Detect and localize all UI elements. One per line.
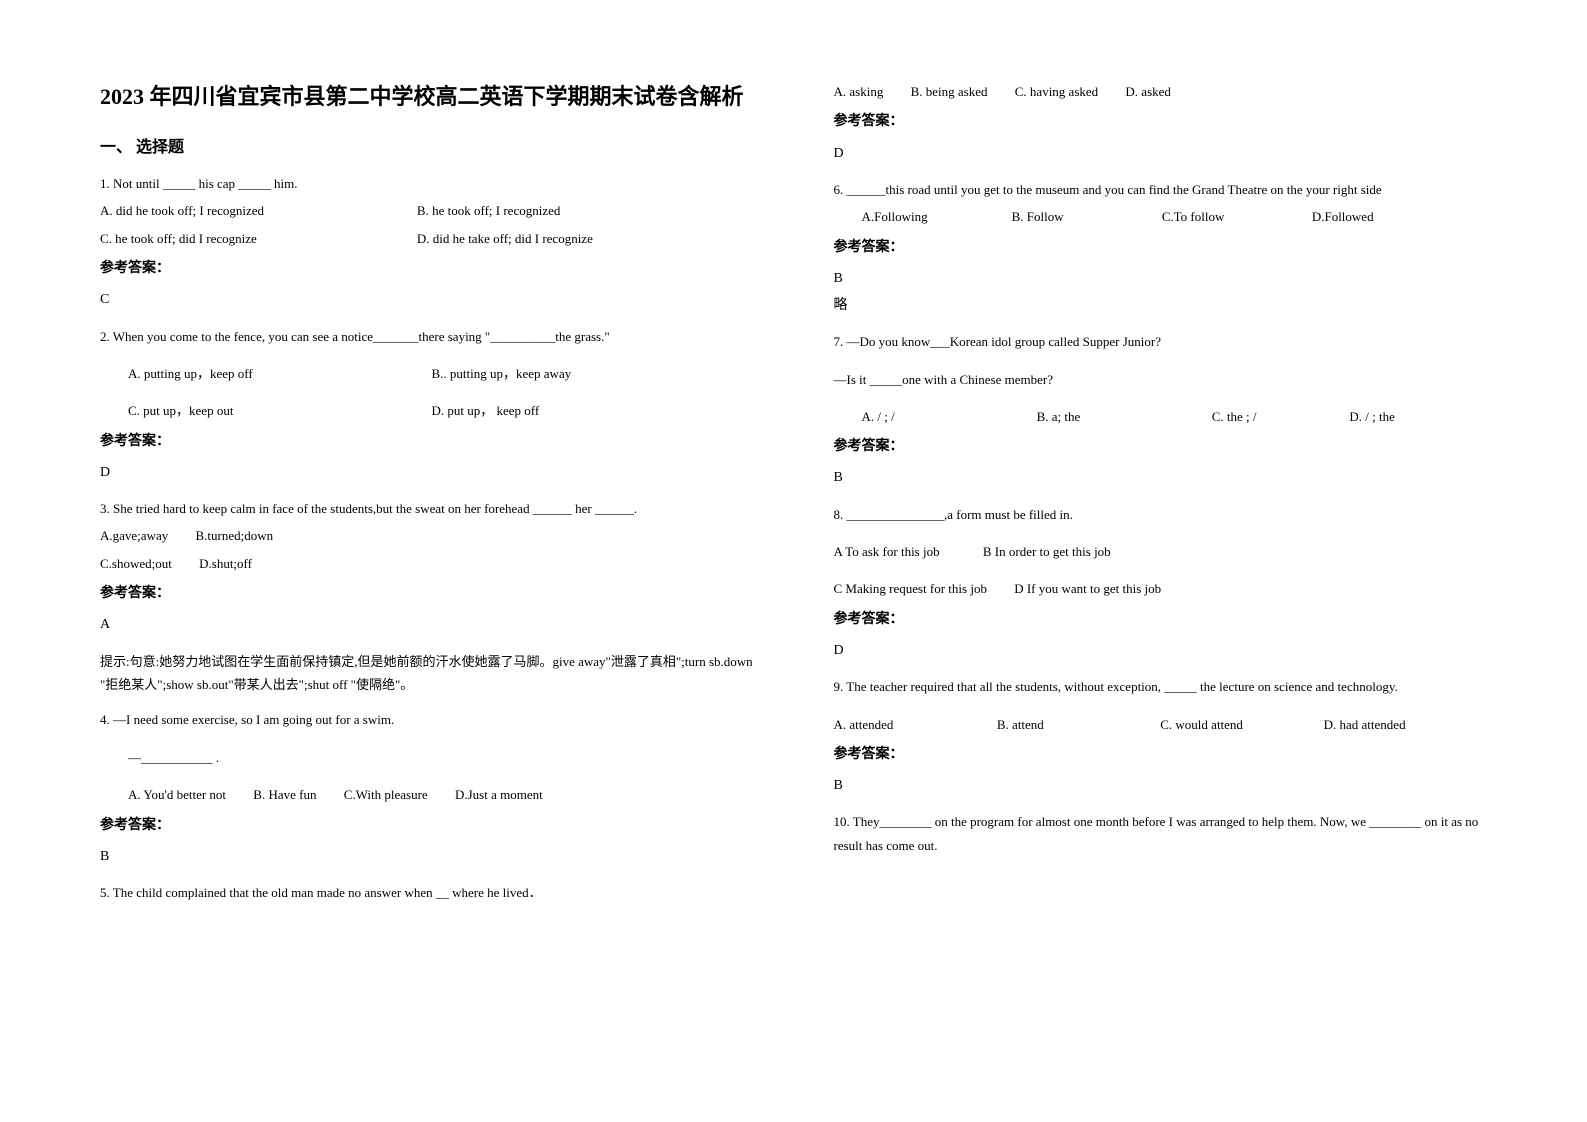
q8-optA: A To ask for this job: [834, 544, 940, 559]
q6-extra: 略: [834, 293, 1488, 318]
q9-text: 9. The teacher required that all the stu…: [834, 675, 1488, 698]
q8-answer-label: 参考答案：: [834, 607, 1488, 632]
q3-optA: A.gave;away: [100, 528, 168, 543]
q7-optD: D. / ; the: [1349, 405, 1474, 428]
question-2: 2. When you come to the fence, you can s…: [100, 325, 754, 486]
question-5-options: A. asking B. being asked C. having asked…: [834, 80, 1488, 166]
q3-text: 3. She tried hard to keep calm in face o…: [100, 497, 754, 520]
q3-answer-label: 参考答案：: [100, 581, 754, 606]
q4-answer-label: 参考答案：: [100, 813, 754, 838]
question-9: 9. The teacher required that all the stu…: [834, 675, 1488, 798]
page-title: 2023 年四川省宜宾市县第二中学校高二英语下学期期末试卷含解析: [100, 80, 754, 113]
q2-answer-label: 参考答案：: [100, 429, 754, 454]
q5-text: 5. The child complained that the old man…: [100, 881, 754, 904]
question-1: 1. Not until _____ his cap _____ him. A.…: [100, 172, 754, 313]
q5-optD: D. asked: [1125, 84, 1171, 99]
q9-answer-label: 参考答案：: [834, 742, 1488, 767]
q7-optA: A. / ; /: [862, 405, 1037, 428]
q6-answer-label: 参考答案：: [834, 235, 1488, 260]
q4-optD: D.Just a moment: [455, 787, 543, 802]
right-column: A. asking B. being asked C. having asked…: [794, 0, 1587, 1122]
q4-text: 4. —I need some exercise, so I am going …: [100, 708, 754, 731]
question-5-stem: 5. The child complained that the old man…: [100, 881, 754, 904]
question-10: 10. They________ on the program for almo…: [834, 810, 1488, 857]
q2-optA: A. putting up，keep off: [128, 362, 428, 385]
q7-text: 7. —Do you know___Korean idol group call…: [834, 330, 1488, 353]
q5-optB: B. being asked: [911, 84, 988, 99]
q4-text2: —___________ .: [100, 746, 754, 769]
q3-optC: C.showed;out: [100, 556, 172, 571]
question-4: 4. —I need some exercise, so I am going …: [100, 708, 754, 869]
q1-answer: C: [100, 287, 754, 312]
section-header: 一、 选择题: [100, 133, 754, 157]
q10-text: 10. They________ on the program for almo…: [834, 810, 1488, 857]
question-7: 7. —Do you know___Korean idol group call…: [834, 330, 1488, 491]
q3-optD: D.shut;off: [199, 556, 252, 571]
q9-optC: C. would attend: [1160, 713, 1323, 736]
q9-answer: B: [834, 773, 1488, 798]
q1-answer-label: 参考答案：: [100, 256, 754, 281]
q7-optC: C. the ; /: [1212, 405, 1350, 428]
q6-answer: B: [834, 266, 1488, 291]
q2-optD: D. put up， keep off: [431, 399, 731, 422]
question-3: 3. She tried hard to keep calm in face o…: [100, 497, 754, 696]
q7-optB: B. a; the: [1037, 405, 1212, 428]
q5-answer: D: [834, 141, 1488, 166]
q4-optC: C.With pleasure: [344, 787, 428, 802]
q4-optA: A. You'd better not: [128, 787, 226, 802]
q9-optD: D. had attended: [1324, 713, 1487, 736]
q1-optC: C. he took off; did I recognize: [100, 227, 414, 250]
q4-optB: B. Have fun: [253, 787, 316, 802]
q8-optB: B In order to get this job: [983, 544, 1111, 559]
q2-text: 2. When you come to the fence, you can s…: [100, 325, 754, 348]
q7-answer: B: [834, 465, 1488, 490]
left-column: 2023 年四川省宜宾市县第二中学校高二英语下学期期末试卷含解析 一、 选择题 …: [0, 0, 794, 1122]
q6-text: 6. ______this road until you get to the …: [834, 178, 1488, 201]
q5-optA: A. asking: [834, 84, 884, 99]
q8-answer: D: [834, 638, 1488, 663]
q7-text2: —Is it _____one with a Chinese member?: [834, 368, 1488, 391]
question-8: 8. _______________,a form must be filled…: [834, 503, 1488, 664]
q3-optB: B.turned;down: [195, 528, 273, 543]
q6-optA: A.Following: [862, 205, 1012, 228]
q2-answer: D: [100, 460, 754, 485]
q3-answer: A: [100, 612, 754, 637]
q2-optB: B.. putting up，keep away: [431, 362, 731, 385]
q9-optA: A. attended: [834, 713, 997, 736]
q1-text: 1. Not until _____ his cap _____ him.: [100, 172, 754, 195]
q9-optB: B. attend: [997, 713, 1160, 736]
q8-optC: C Making request for this job: [834, 581, 987, 596]
q4-answer: B: [100, 844, 754, 869]
q6-optB: B. Follow: [1012, 205, 1162, 228]
q6-optD: D.Followed: [1312, 205, 1462, 228]
q3-hint: 提示:句意:她努力地试图在学生面前保持镇定,但是她前额的汗水使她露了马脚。giv…: [100, 650, 754, 697]
q6-optC: C.To follow: [1162, 205, 1312, 228]
q8-text: 8. _______________,a form must be filled…: [834, 503, 1488, 526]
q1-optB: B. he took off; I recognized: [417, 199, 731, 222]
q7-answer-label: 参考答案：: [834, 434, 1488, 459]
q8-optD: D If you want to get this job: [1014, 581, 1161, 596]
q1-optD: D. did he take off; did I recognize: [417, 227, 731, 250]
q1-optA: A. did he took off; I recognized: [100, 199, 414, 222]
q5-optC: C. having asked: [1015, 84, 1098, 99]
q5-answer-label: 参考答案：: [834, 109, 1488, 134]
question-6: 6. ______this road until you get to the …: [834, 178, 1488, 318]
q2-optC: C. put up，keep out: [128, 399, 428, 422]
